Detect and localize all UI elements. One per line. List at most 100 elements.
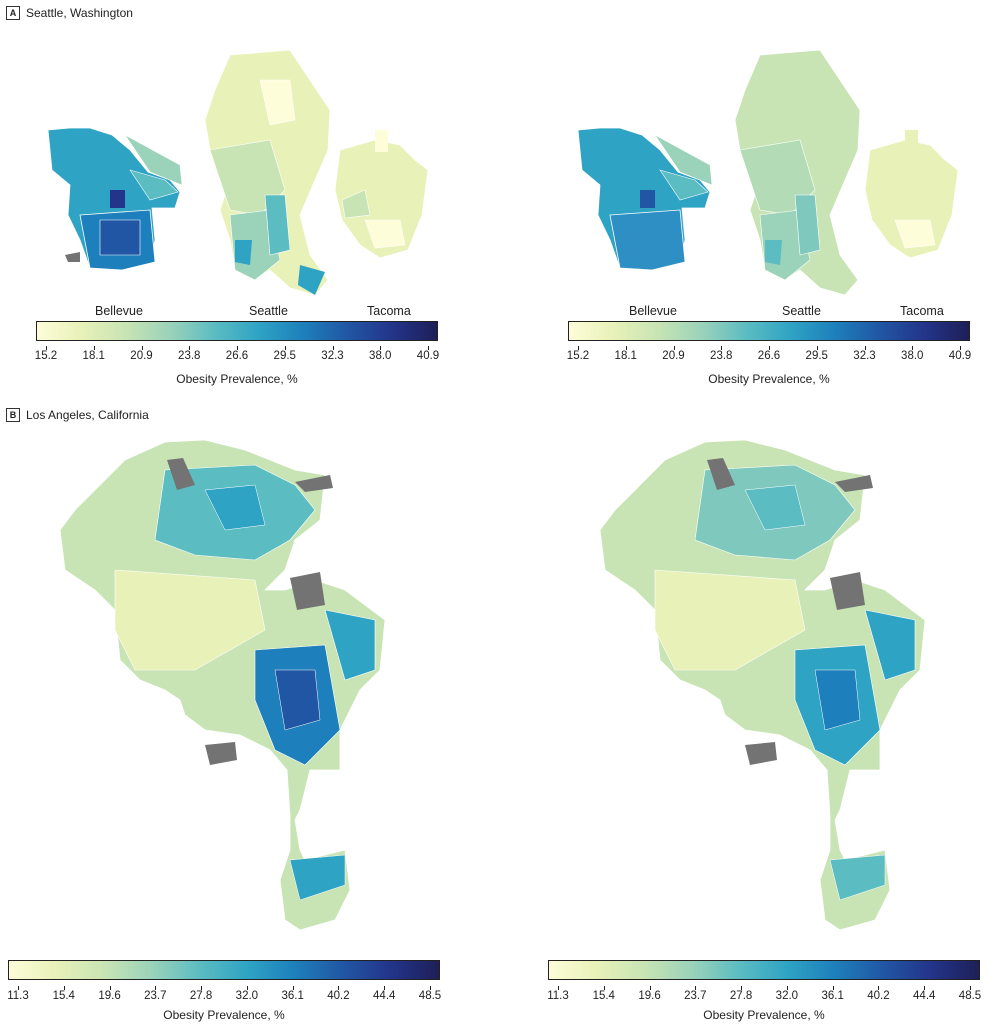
colorbar-tick-mark (430, 986, 431, 990)
colorbar (568, 321, 970, 341)
colorbar-tick-label: 23.8 (178, 350, 201, 362)
colorbar-tick-label: 44.4 (373, 990, 396, 1002)
colorbar-tick-label: 18.1 (82, 350, 105, 362)
colorbar-tick-label: 20.9 (130, 350, 153, 362)
colorbar-tick-mark (924, 986, 926, 990)
seattle-map-right (577, 49, 959, 296)
colorbar-tick-label: 32.0 (235, 990, 259, 1002)
colorbar-tick-mark (246, 986, 248, 990)
colorbar-tick-mark (864, 346, 866, 350)
colorbar-tick-label: 23.7 (684, 990, 707, 1002)
colorbar-tick-label: 40.9 (948, 350, 972, 362)
colorbar-tick-label: 29.5 (805, 350, 828, 362)
colorbar-tick-label: 26.6 (757, 350, 781, 362)
colorbar-tick-mark (625, 346, 627, 350)
colorbar-tick-mark (201, 986, 203, 990)
colorbar-tick-mark (970, 986, 971, 990)
colorbar-tick-label: 40.2 (327, 990, 350, 1002)
colorbar-tick-label: 27.8 (189, 990, 213, 1002)
colorbar-tick-label: 15.2 (566, 350, 590, 362)
colorbar-tick-label: 40.9 (416, 350, 440, 362)
seattle-region (204, 49, 331, 296)
tacoma-region (334, 130, 429, 259)
colorbar-tick-mark (769, 346, 770, 350)
colorbar-tick-mark (292, 986, 294, 990)
colorbar-tick-label: 32.3 (853, 350, 876, 362)
colorbar-tick-label: 18.1 (614, 350, 637, 362)
colorbar-tick-label: 36.1 (821, 990, 844, 1002)
colorbar-tick-mark (832, 986, 834, 990)
colorbar-tick-label: 32.0 (775, 990, 799, 1002)
los-angeles-region (599, 439, 926, 931)
colorbar-tick-mark (721, 346, 723, 350)
colorbar-tick-mark (960, 346, 961, 350)
bellevue-region (47, 127, 183, 271)
colorbar-tick-mark (109, 986, 111, 990)
colorbar-tick-mark (912, 346, 914, 350)
colorbar-tick-label: 15.4 (52, 990, 75, 1002)
colorbar-tick-mark (649, 986, 651, 990)
colorbar-tick-label: 11.3 (547, 990, 569, 1002)
colorbar-tick-label: 27.8 (729, 990, 753, 1002)
los-angeles-region (59, 439, 386, 931)
seattle-region (734, 49, 861, 296)
colorbar-tick-mark (816, 346, 818, 350)
colorbar-tick-mark (673, 346, 675, 350)
colorbar (548, 960, 980, 980)
los-angeles-map-right (599, 439, 926, 931)
panel-b-header: B Los Angeles, California (6, 408, 149, 422)
colorbar-tick-label: 11.3 (7, 990, 29, 1002)
colorbar-tick-label: 40.2 (867, 990, 890, 1002)
colorbar-tick-label: 36.1 (281, 990, 304, 1002)
colorbar-tick-mark (189, 346, 191, 350)
colorbar-label: Obesity Prevalence, % (176, 372, 298, 386)
city-label-tacoma: Tacoma (367, 304, 411, 318)
colorbar-tick-label: 48.5 (418, 990, 442, 1002)
panel-a-letter: A (6, 6, 20, 20)
city-label-seattle: Seattle (249, 304, 288, 318)
colorbar-tick-mark (155, 986, 157, 990)
city-label-bellevue: Bellevue (629, 304, 677, 318)
panel-a-header: A Seattle, Washington (6, 6, 133, 20)
colorbar-tick-label: 23.8 (710, 350, 733, 362)
panel-b-title: Los Angeles, California (26, 408, 149, 422)
colorbar-tick-label: 15.2 (34, 350, 58, 362)
colorbar-tick-mark (578, 346, 579, 350)
colorbar-tick-mark (46, 346, 47, 350)
colorbar (8, 960, 440, 980)
seattle-map-left (47, 49, 429, 296)
colorbar-tick-mark (603, 986, 605, 990)
bellevue-region (577, 127, 713, 271)
colorbar-tick-label: 15.4 (592, 990, 615, 1002)
colorbar-tick-label: 20.9 (662, 350, 685, 362)
colorbar-tick-mark (332, 346, 334, 350)
colorbar-tick-mark (338, 986, 340, 990)
colorbar-tick-mark (141, 346, 143, 350)
colorbar-tick-mark (384, 986, 386, 990)
colorbar-tick-label: 23.7 (144, 990, 167, 1002)
colorbar-tick-mark (237, 346, 238, 350)
los-angeles-map-left (59, 439, 386, 931)
colorbar-tick-label: 19.6 (98, 990, 121, 1002)
colorbar-label: Obesity Prevalence, % (703, 1008, 825, 1022)
panel-b-letter: B (6, 408, 20, 422)
colorbar-tick-label: 26.6 (225, 350, 249, 362)
colorbar-tick-mark (558, 986, 559, 990)
colorbar-tick-mark (428, 346, 429, 350)
colorbar-tick-label: 19.6 (638, 990, 661, 1002)
colorbar-tick-label: 38.0 (901, 350, 924, 362)
colorbar-label: Obesity Prevalence, % (163, 1008, 285, 1022)
colorbar (36, 321, 438, 341)
colorbar-label: Obesity Prevalence, % (708, 372, 830, 386)
city-label-bellevue: Bellevue (95, 304, 143, 318)
city-label-tacoma: Tacoma (900, 304, 944, 318)
colorbar-tick-mark (878, 986, 880, 990)
colorbar-tick-mark (63, 986, 65, 990)
tacoma-region (864, 130, 959, 259)
colorbar-tick-mark (284, 346, 286, 350)
colorbar-tick-label: 32.3 (321, 350, 344, 362)
colorbar-tick-mark (741, 986, 743, 990)
colorbar-tick-label: 29.5 (273, 350, 296, 362)
colorbar-tick-label: 44.4 (913, 990, 936, 1002)
colorbar-tick-mark (380, 346, 382, 350)
